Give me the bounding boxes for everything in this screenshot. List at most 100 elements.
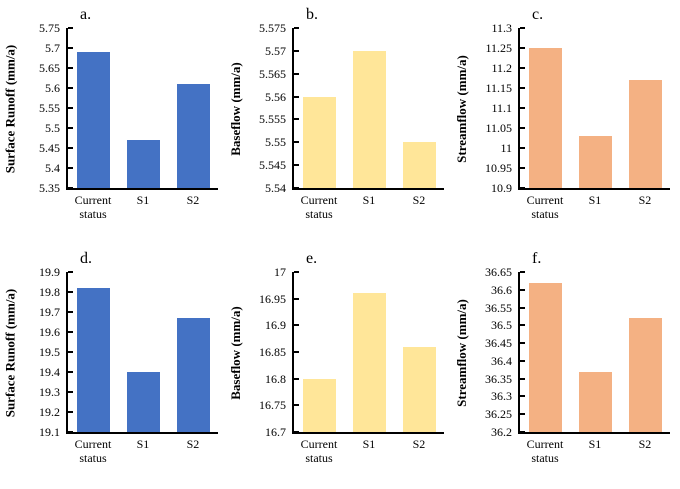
y-tick-mark [68, 187, 73, 189]
y-tick-label: 19.2 [39, 405, 60, 419]
y-axis-title-text: Surface Runoff (mm/a) [2, 44, 18, 174]
y-tick-mark [294, 72, 299, 75]
bar-s1 [352, 293, 386, 432]
y-tick-mark [520, 342, 525, 345]
y-tick-label: 5.75 [39, 21, 60, 35]
bar-s2 [402, 142, 436, 188]
y-tick-label: 5.7 [45, 41, 60, 55]
y-tick-mark [520, 306, 525, 309]
y-tick-label: 11 [500, 141, 512, 155]
bar-s1 [578, 371, 612, 432]
y-tick-mark [68, 351, 73, 353]
bar-current-status [76, 52, 110, 188]
x-category-label: S2 [412, 193, 426, 207]
y-tick-mark [294, 271, 299, 273]
y-tick-label: 16.75 [259, 398, 286, 413]
bar-current-status [528, 282, 562, 432]
x-category-label: S1 [136, 437, 150, 451]
y-tick-label: 36.45 [485, 336, 512, 351]
x-category-label: S2 [638, 193, 652, 207]
x-category-label: S1 [136, 193, 150, 207]
y-tick-mark [68, 391, 73, 393]
y-tick-mark [68, 291, 73, 293]
y-tick-mark [294, 431, 299, 433]
y-tick-label: 11.25 [485, 41, 512, 55]
y-tick-label: 10.95 [485, 161, 512, 175]
y-tick-mark [68, 271, 73, 273]
y-tick-label: 36.5 [491, 318, 512, 333]
y-tick-mark [520, 27, 525, 29]
y-tick-mark [294, 187, 299, 189]
y-tick-mark [520, 87, 525, 89]
y-tick-label: 5.565 [259, 66, 286, 81]
y-tick-mark [520, 288, 525, 291]
bar-s2 [176, 318, 210, 432]
y-tick-mark [520, 187, 525, 189]
y-tick-label: 11.1 [491, 101, 512, 115]
bar-s2 [628, 318, 662, 432]
plot-area: e. 16.7 16.75 16.8 16.85 16.9 16.95 17 Current s… [259, 250, 444, 465]
y-tick-label: 16.7 [265, 425, 286, 439]
x-category-label: Current status [300, 193, 338, 222]
y-tick-mark [294, 404, 299, 407]
y-tick-mark [520, 167, 525, 169]
panel-c: Streamflow (mm/a) c. 10.9 10.95 11 11.05 11.1 1… [452, 0, 678, 244]
y-tick-mark [294, 118, 299, 121]
y-tick-mark [68, 411, 73, 413]
x-category-label: S2 [412, 437, 426, 451]
panel-label: c. [532, 6, 544, 23]
y-tick-label: 19.9 [39, 265, 60, 279]
y-tick-mark [520, 395, 525, 398]
y-tick-label: 5.555 [259, 112, 286, 127]
y-tick-mark [68, 147, 73, 149]
y-tick-label: 36.25 [485, 407, 512, 422]
y-axis-title: Surface Runoff (mm/a) [0, 272, 20, 434]
x-category-label: S2 [186, 193, 200, 207]
y-tick-label: 5.45 [39, 141, 60, 155]
panel-f: Streamflow (mm/a) f. 36.2 36.25 36.3 36.35 36.… [452, 244, 678, 488]
y-tick-label: 5.6 [45, 81, 60, 95]
bar-s1 [126, 140, 160, 188]
y-tick-mark [68, 371, 73, 373]
x-category-label: Current status [300, 437, 338, 466]
y-tick-mark [294, 95, 299, 98]
y-tick-mark [68, 331, 73, 333]
y-tick-label: 5.56 [265, 89, 286, 104]
y-tick-label: 36.35 [485, 371, 512, 386]
x-category-label: S1 [362, 437, 376, 451]
y-tick-label: 5.5 [45, 121, 60, 135]
x-category-label: Current status [74, 437, 112, 466]
y-tick-label: 5.55 [265, 135, 286, 150]
y-axis-title: Baseflow (mm/a) [226, 28, 246, 190]
y-tick-mark [520, 147, 525, 149]
x-category-label: Current status [526, 193, 564, 222]
y-tick-label: 11.3 [491, 21, 512, 35]
y-tick-mark [68, 27, 73, 29]
y-axis-title: Streamflow (mm/a) [452, 272, 472, 434]
y-tick-mark [520, 431, 525, 433]
y-axis-title: Baseflow (mm/a) [226, 272, 246, 434]
panel-label: b. [306, 6, 318, 23]
bar-s1 [578, 136, 612, 188]
y-tick-label: 5.54 [265, 181, 286, 195]
y-axis-title: Surface Runoff (mm/a) [0, 28, 20, 190]
y-tick-label: 36.55 [485, 300, 512, 315]
bar-s2 [402, 346, 436, 432]
bar-current-status [528, 48, 562, 188]
y-tick-mark [294, 49, 299, 52]
panel-label: d. [80, 250, 92, 267]
y-tick-label: 5.55 [39, 101, 60, 115]
y-tick-label: 36.6 [491, 282, 512, 297]
y-tick-label: 5.35 [39, 181, 60, 195]
y-tick-label: 19.8 [39, 285, 60, 299]
y-tick-mark [520, 127, 525, 129]
x-category-label: S2 [638, 437, 652, 451]
bar-current-status [76, 288, 110, 432]
y-tick-label: 11.05 [485, 121, 512, 135]
x-category-label: S1 [362, 193, 376, 207]
y-tick-label: 5.545 [259, 158, 286, 173]
plot-area: c. 10.9 10.95 11 11.05 11.1 11.15 11.2 11.25 11.3… [485, 6, 670, 221]
y-tick-label: 36.2 [491, 425, 512, 439]
y-tick-mark [68, 47, 73, 49]
